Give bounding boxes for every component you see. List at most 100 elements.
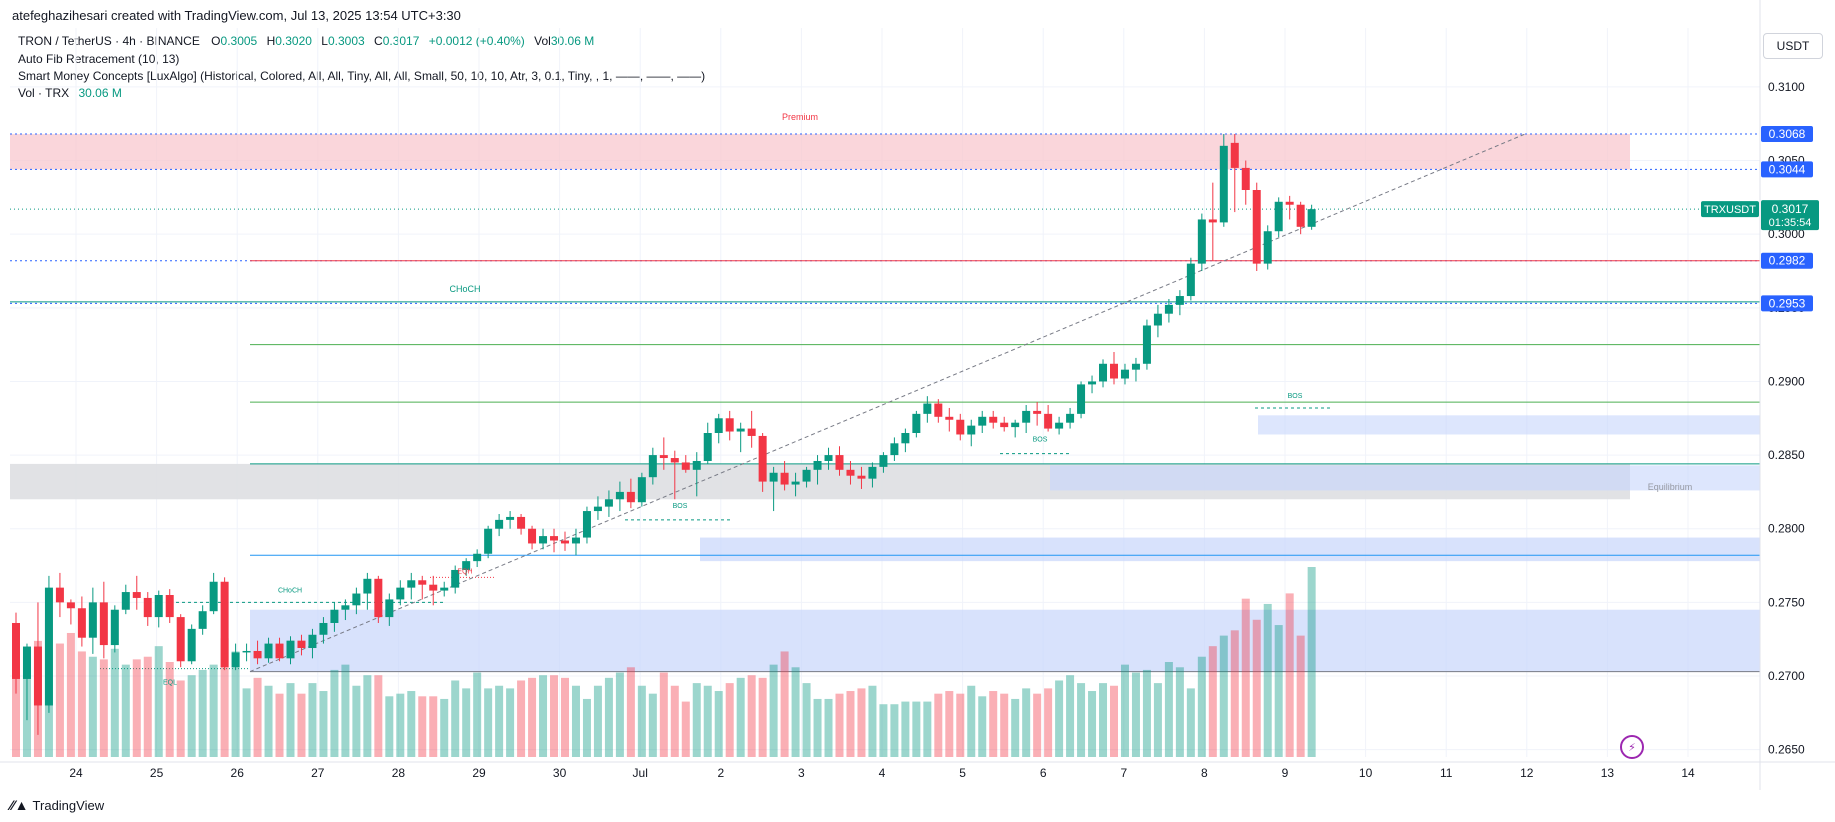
candle-body [736,428,745,432]
vol-value: 30.06 M [550,34,595,48]
candle-body [484,528,493,554]
high-value: 0.3020 [275,34,312,48]
volume-bar [846,691,855,757]
symbol-ohlc-row: TRON / TetherUS · 4h · BINANCE O0.3005 H… [18,34,594,48]
volume-bar [1077,683,1086,757]
volume-bar [681,701,690,757]
candle-body [462,561,471,570]
x-tick-label: 2 [717,766,724,780]
candle-body [1066,413,1075,423]
volume-bar [824,698,833,757]
vol-label: Vol [534,34,551,48]
candle-body [539,536,548,544]
x-tick-label: 8 [1201,766,1208,780]
volume-bar [539,675,548,757]
volume-bar [692,683,701,757]
open-label: O [211,34,221,48]
price-tag-box [1761,126,1813,143]
volume-bar [1208,646,1217,757]
tradingview-logo[interactable]: ⁄⁄▲ TradingView [10,797,104,813]
volume-bar [912,701,921,757]
indicator-volume[interactable]: Vol · TRX 30.06 M [18,86,122,100]
volume-bar [451,680,460,757]
volume-bar [363,675,372,757]
indicator-smc[interactable]: Smart Money Concepts [LuxAlgo] (Historic… [18,69,706,83]
close-label: C [374,34,383,48]
candle-body [1000,422,1009,428]
candle-body [187,628,196,662]
symbol-tag-label: TRXUSDT [1704,204,1756,216]
candle-body [857,475,866,479]
candle-body [714,418,723,433]
volume-bar [473,672,482,757]
candle-body [319,622,328,635]
candle-body [1131,363,1140,370]
candle-body [1033,410,1042,414]
candle-body [890,443,899,456]
volume-bar [528,677,537,757]
candle-body [253,650,262,659]
candle-body [55,587,64,603]
volume-bar [253,677,262,757]
volume-bar [1110,685,1118,757]
indicator-fib[interactable]: Auto Fib Retracement (10, 13) [18,52,180,66]
candle-body [341,605,350,610]
candle-body [670,458,679,463]
volume-bar [176,680,185,757]
volume-bar [1099,683,1108,757]
candle-body [1077,384,1086,414]
volume-bar [1120,664,1129,757]
author-line: atefeghazihesari created with TradingVie… [12,8,461,23]
x-tick-label: 24 [69,766,83,780]
volume-bar [1011,698,1020,757]
volume-bar [77,651,86,757]
y-tick-label: 0.2850 [1768,448,1805,462]
order-block-zone [700,537,1760,562]
y-tick-label: 0.2900 [1768,374,1805,388]
candle-body [1011,422,1020,428]
volume-bar [582,698,591,757]
lightning-icon[interactable]: ⚡ [1620,735,1644,759]
volume-bar [396,693,405,757]
candle-body [1241,167,1250,190]
candle-body [956,419,965,435]
candle-body [1230,142,1239,168]
last-price-label: 0.3017 [1772,202,1809,216]
candle-body [1285,201,1294,205]
y-tick-label: 0.3000 [1768,227,1805,241]
volume-bar [1153,683,1162,757]
high-label: H [266,34,276,48]
currency-button[interactable]: USDT [1763,33,1823,59]
x-tick-label: Jul [633,766,648,780]
countdown-label: 01:35:54 [1769,217,1812,229]
candle-body [1164,304,1173,314]
volume-bar [1033,693,1042,757]
volume-bar [1142,669,1151,757]
tradingview-logo-text: TradingView [32,797,105,813]
volume-bar [1230,630,1239,757]
x-tick-label: 7 [1120,766,1127,780]
candle-body [791,481,800,485]
x-tick-label: 12 [1520,766,1534,780]
volume-bar [703,685,712,757]
symbol-name[interactable]: TRON / TetherUS · 4h · BINANCE [18,34,200,48]
candle-body [725,418,734,432]
candle-body [12,622,20,679]
candle-body [363,578,372,594]
x-tick-label: 4 [879,766,886,780]
volume-bar [231,651,240,757]
x-tick-label: 11 [1440,766,1453,780]
candle-body [1186,263,1195,297]
fib-trend-line [249,133,1526,673]
volume-bar [593,685,602,757]
volume-bar [945,691,954,757]
candle-body [1099,363,1108,382]
candle-body [176,617,185,662]
candle-body [495,519,504,529]
volume-bar [407,691,416,757]
volume-bar [615,672,624,757]
volume-bar [1285,593,1294,757]
volume-bar [1000,693,1009,757]
candle-body [33,646,42,706]
